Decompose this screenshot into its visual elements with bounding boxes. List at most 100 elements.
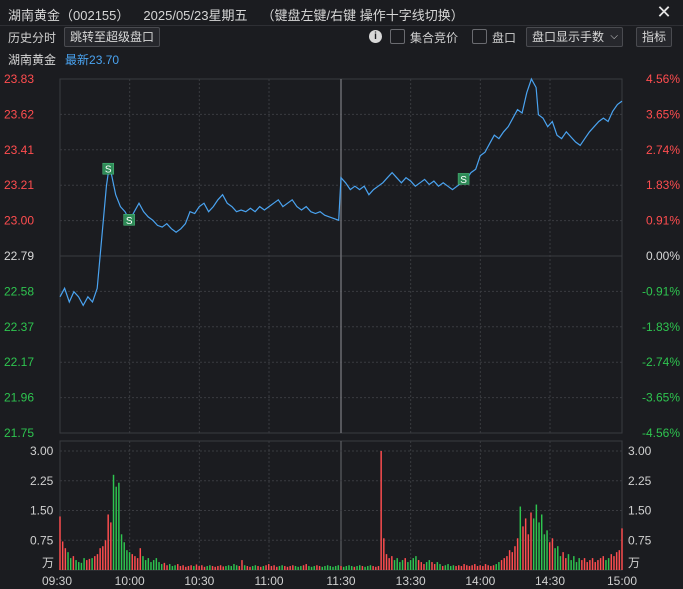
volume-bar (123, 542, 125, 570)
price-tick-label: 22.17 (4, 355, 34, 369)
percent-tick-label: -3.65% (642, 391, 680, 405)
volume-bar (364, 566, 366, 570)
price-tick-label: 23.83 (4, 72, 34, 86)
volume-bar (115, 486, 117, 570)
jump-to-super-orderbook-button[interactable]: 跳转至超级盘口 (64, 27, 161, 47)
volume-bar (492, 565, 495, 570)
orderbook-checkbox[interactable] (472, 29, 487, 44)
volume-bar (136, 558, 139, 570)
volume-bar (318, 566, 321, 570)
volume-unit-label: 万 (42, 556, 54, 570)
volume-bar (444, 565, 447, 570)
volume-bar (500, 560, 503, 570)
volume-bar (361, 566, 364, 570)
volume-bar (107, 514, 109, 570)
volume-bar (254, 565, 257, 570)
sell-signal-marker (123, 214, 135, 226)
time-tick-label: 10:30 (184, 574, 214, 588)
volume-bar (455, 566, 457, 570)
volume-bar (615, 552, 618, 570)
volume-bar (610, 554, 613, 570)
volume-bar (61, 541, 64, 570)
volume-bar (155, 558, 158, 570)
volume-bar (524, 518, 527, 570)
volume-bar (64, 548, 67, 570)
volume-bar (80, 562, 83, 570)
volume-bar (591, 558, 594, 570)
volume-bar (433, 564, 436, 570)
volume-bar (321, 566, 323, 570)
volume-bar (476, 566, 479, 570)
percent-tick-label: 4.56% (646, 72, 680, 86)
window-titlebar: 湖南黄金（002155） 2025/05/23星期五 （键盘左键/右键 操作十字线切… (0, 0, 683, 26)
volume-bar (385, 554, 388, 570)
close-icon[interactable]: ✕ (656, 2, 672, 22)
orderbook-lots-dropdown-label: 盘口显示手数 (532, 30, 605, 44)
volume-bar (573, 556, 575, 570)
volume-bar (182, 565, 184, 570)
volume-bar (559, 556, 562, 570)
volume-bar (249, 566, 251, 570)
volume-bar (147, 558, 150, 570)
volume-bar (345, 566, 348, 570)
volume-bar (375, 566, 377, 570)
volume-bar (495, 564, 497, 570)
volume-bar (332, 566, 334, 570)
volume-tick-label-right: 2.25 (628, 474, 652, 488)
history-timeshare-label: 历史分时 (8, 31, 57, 45)
volume-tick-label: 3.00 (30, 444, 54, 458)
percent-tick-label: 2.74% (646, 143, 680, 157)
volume-bar (391, 556, 393, 570)
volume-bar (206, 566, 208, 570)
volume-bar (506, 556, 508, 570)
volume-bar (72, 556, 75, 570)
volume-bar (511, 552, 514, 570)
volume-bar (334, 566, 337, 570)
volume-bar (259, 566, 262, 570)
volume-bar (377, 566, 380, 570)
volume-bar (75, 560, 77, 570)
indicator-button[interactable]: 指标 (636, 27, 673, 47)
volume-bar (292, 565, 294, 570)
price-tick-label: 21.96 (4, 391, 34, 405)
volume-bar (399, 562, 401, 570)
volume-bar (112, 474, 115, 570)
quote-last-value: 23.70 (89, 53, 120, 67)
volume-bar (166, 565, 168, 570)
volume-bar (589, 560, 591, 570)
volume-bar (201, 565, 203, 570)
volume-bar (538, 522, 540, 570)
volume-bar (599, 558, 602, 570)
volume-bar (158, 562, 160, 570)
orderbook-lots-dropdown[interactable]: 盘口显示手数 ⌵ (526, 27, 624, 47)
auction-checkbox[interactable] (390, 29, 405, 44)
volume-bar (83, 558, 85, 570)
volume-bar (535, 504, 538, 570)
percent-tick-label: -4.56% (642, 426, 680, 440)
volume-bar (289, 566, 291, 570)
volume-bar (383, 538, 385, 570)
time-tick-label: 11:30 (326, 574, 355, 588)
volume-bar (519, 506, 522, 570)
volume-bar (557, 546, 559, 570)
volume-bar (257, 566, 259, 570)
volume-bar (214, 566, 216, 570)
title-hint: （键盘左键/右键 操作十字线切换） (261, 8, 464, 23)
volume-bar (618, 550, 621, 570)
volume-bar (227, 565, 230, 570)
volume-bar (120, 534, 123, 570)
volume-bar (407, 562, 409, 570)
volume-bar (471, 565, 473, 570)
volume-bar (490, 566, 492, 570)
time-tick-label: 13:30 (396, 574, 426, 588)
volume-bar (468, 566, 471, 570)
volume-bar (316, 565, 318, 570)
info-icon[interactable]: i (369, 30, 382, 43)
volume-bar (241, 560, 243, 570)
quote-last-price: 最新23.70 (65, 51, 119, 68)
volume-bar (583, 558, 586, 570)
volume-bar (415, 556, 417, 570)
volume-bar (602, 556, 604, 570)
volume-bar (567, 554, 570, 570)
